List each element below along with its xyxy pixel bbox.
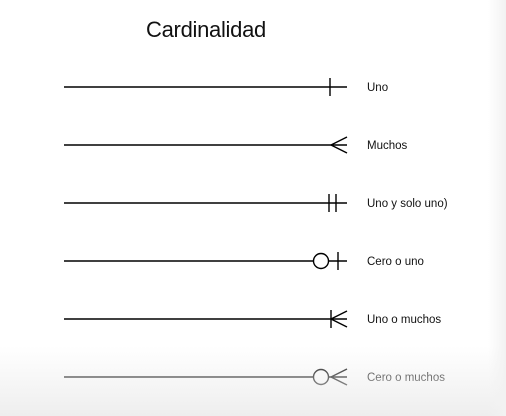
crow-foot-upper	[330, 368, 348, 378]
crow-foot-lower	[330, 318, 348, 328]
cardinality-label: Uno	[367, 82, 388, 94]
crow-foot-lower	[330, 144, 348, 154]
cardinality-row-many: Muchos	[64, 136, 408, 154]
cardinality-row-zero-or-one: Cero o uno	[64, 252, 424, 270]
cardinality-row-zero-or-many: Cero o muchos	[64, 368, 445, 386]
cardinality-rows: Uno Muchos Uno y solo uno) Cero o uno Uno o …	[64, 78, 448, 386]
zero-circle-symbol	[312, 368, 330, 386]
zero-circle-symbol	[312, 252, 330, 270]
cardinality-row-one-and-only-one: Uno y solo uno)	[64, 194, 448, 212]
diagram-title: Cardinalidad	[146, 17, 266, 42]
crow-foot-lower	[330, 376, 348, 386]
cardinality-label: Cero o muchos	[367, 372, 445, 384]
cardinality-label: Cero o uno	[367, 256, 424, 268]
cardinality-row-one-or-many: Uno o muchos	[64, 310, 441, 328]
cardinality-label: Uno o muchos	[367, 314, 441, 326]
crow-foot-upper	[330, 136, 348, 146]
crow-foot-upper	[330, 310, 348, 320]
cardinality-row-one: Uno	[64, 78, 388, 96]
cardinality-label: Muchos	[367, 140, 408, 152]
cardinality-label: Uno y solo uno)	[367, 198, 448, 210]
